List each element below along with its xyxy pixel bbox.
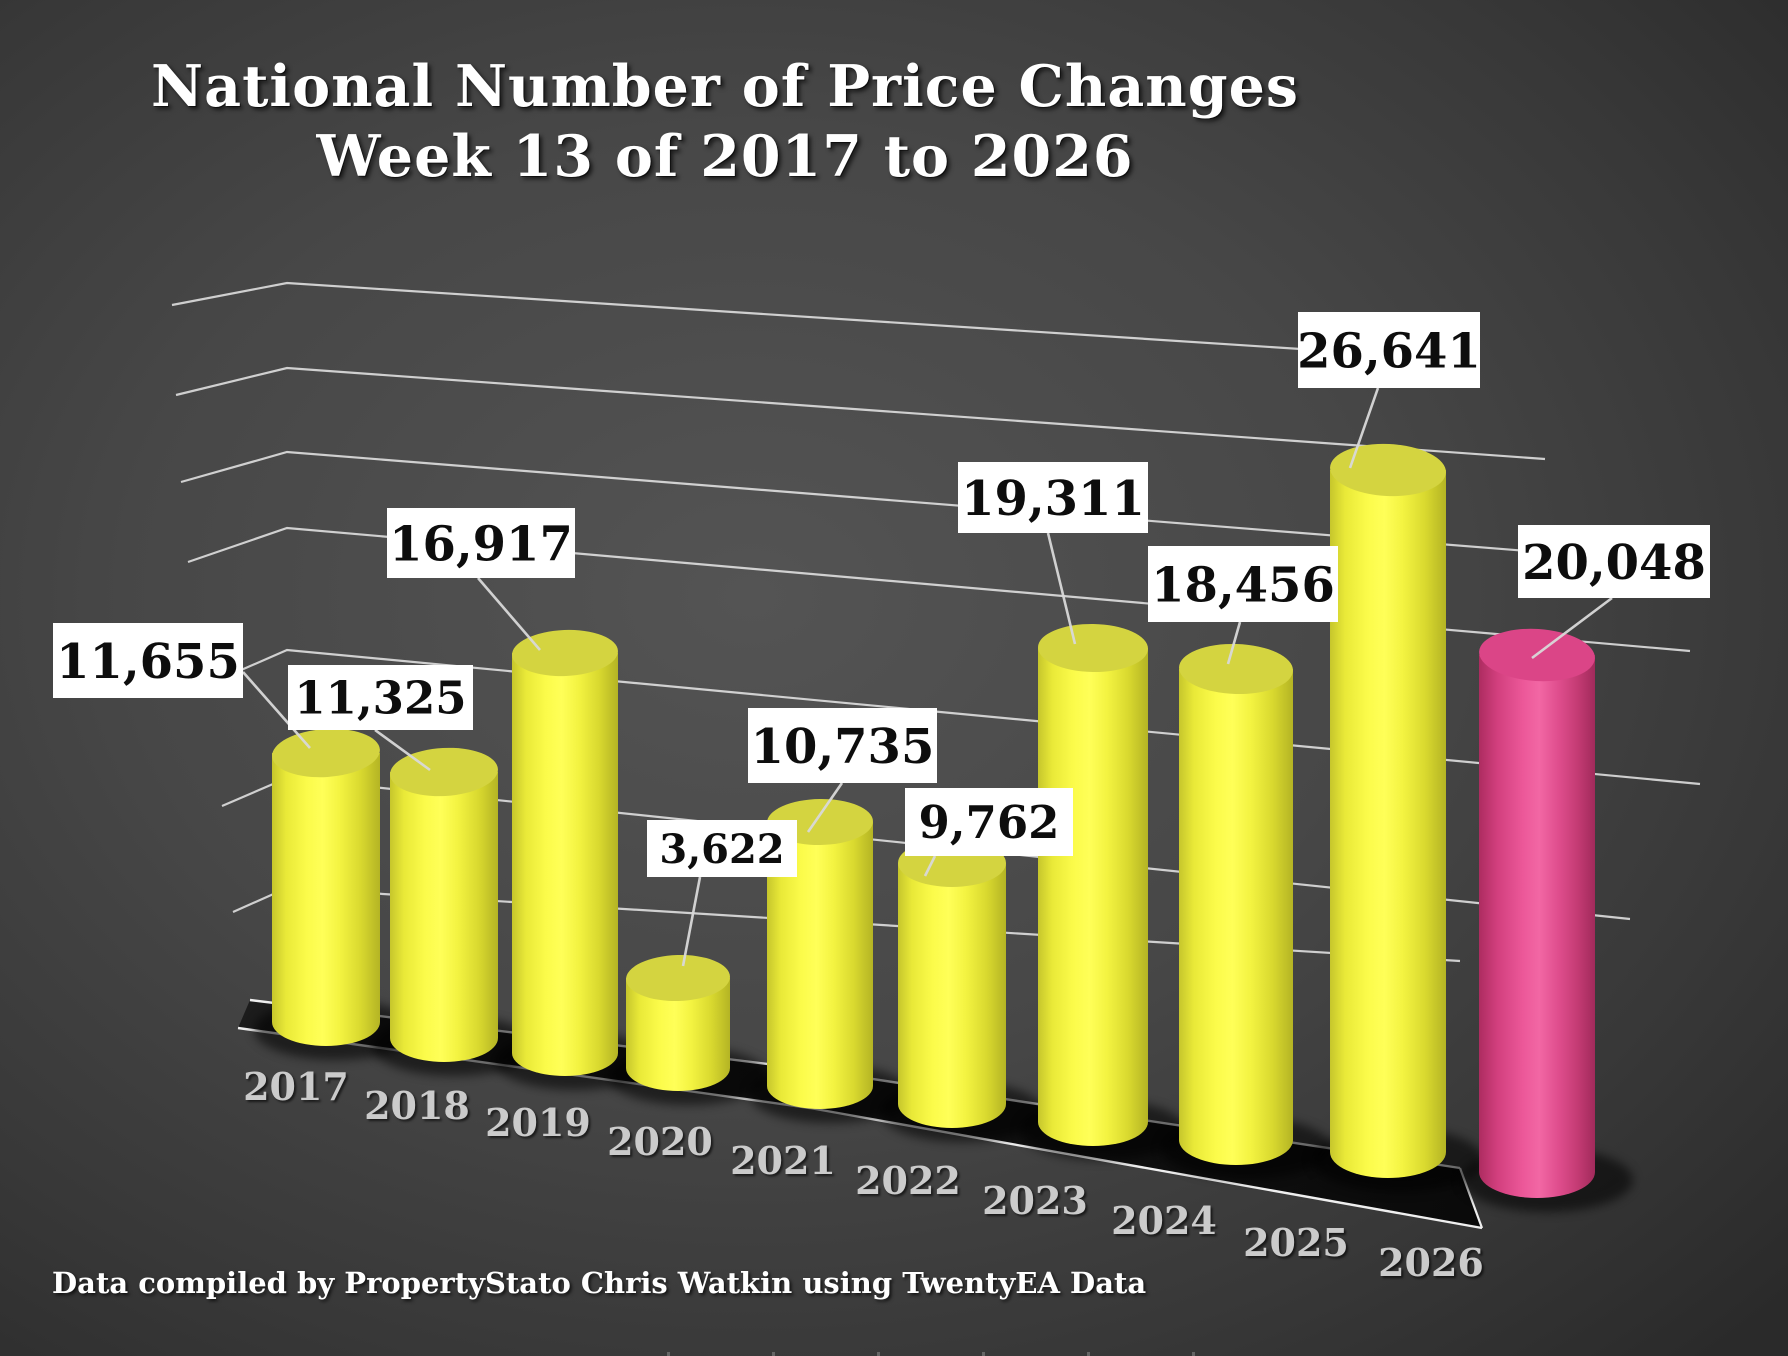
bar-top — [626, 954, 730, 1002]
year-label-2017: 2017 — [243, 1064, 349, 1109]
bar-top — [1179, 643, 1293, 695]
value-label-box — [958, 462, 1148, 533]
chart-title-line1: National Number of Price Changes — [151, 53, 1299, 120]
value-label-text: 11,655 — [56, 634, 240, 690]
year-label-2020: 2020 — [607, 1119, 713, 1164]
value-label-2019: 16,917 — [387, 508, 575, 578]
leader-lines — [242, 387, 1613, 967]
value-label-text: 3,622 — [659, 826, 784, 873]
value-label-2020: 3,622 — [647, 820, 797, 877]
value-label-2025: 26,641 — [1297, 312, 1481, 388]
bottom-tick — [772, 1352, 775, 1356]
gridline-1 — [175, 366, 1546, 461]
bar-2023 — [1038, 623, 1148, 1146]
bar-2024 — [1179, 643, 1293, 1165]
value-label-text: 26,641 — [1297, 323, 1481, 379]
leader-line-2026 — [1531, 596, 1613, 660]
bar-top — [1330, 443, 1446, 497]
bar-2022 — [898, 838, 1006, 1128]
bottom-tick — [667, 1352, 670, 1356]
bar-top — [272, 728, 380, 778]
value-label-2022: 9,762 — [905, 788, 1073, 856]
bottom-tick — [1087, 1352, 1090, 1356]
bar-body — [626, 978, 730, 1091]
chart-title: National Number of Price Changes Week 13… — [30, 52, 1420, 192]
value-labels: 11,655 11,325 16,917 3,622 10,735 9,762 19,311… — [53, 312, 1710, 877]
year-label-2019: 2019 — [485, 1100, 591, 1145]
leader-line-2019 — [477, 577, 541, 651]
value-label-box — [1518, 525, 1710, 598]
value-label-text: 10,735 — [751, 719, 935, 775]
bar-body — [767, 822, 873, 1109]
leader-line-2021 — [806, 782, 844, 833]
value-label-text: 11,325 — [294, 672, 466, 725]
value-label-box — [288, 665, 473, 730]
value-label-2026: 20,048 — [1518, 525, 1710, 598]
bar-2018 — [390, 747, 498, 1062]
bar-2017 — [272, 728, 380, 1046]
year-label-2023: 2023 — [982, 1178, 1088, 1223]
leader-line-2017 — [242, 671, 311, 749]
bar-2019 — [512, 629, 618, 1076]
value-label-box — [1298, 312, 1480, 388]
leader-line-2023 — [1046, 532, 1077, 645]
value-label-text: 18,456 — [1151, 557, 1335, 613]
bar-body — [272, 753, 380, 1046]
value-label-box — [387, 508, 575, 578]
bar-body — [1479, 655, 1595, 1198]
year-label-2024: 2024 — [1111, 1198, 1217, 1243]
year-labels: 2017 2018 2019 2020 2021 2022 2023 2024 2025 2026 — [243, 1064, 1484, 1285]
value-label-box — [53, 623, 243, 698]
source-note: Data compiled by PropertyStato Chris Wat… — [52, 1266, 1147, 1300]
bar-2026 — [1479, 628, 1595, 1198]
year-label-2026: 2026 — [1378, 1240, 1484, 1285]
value-label-box — [905, 788, 1073, 856]
value-label-2017: 11,655 — [53, 623, 243, 698]
bars — [272, 443, 1595, 1198]
bar-top — [1038, 623, 1148, 673]
value-label-text: 9,762 — [919, 796, 1060, 849]
year-label-2022: 2022 — [855, 1158, 961, 1203]
value-label-text: 20,048 — [1522, 535, 1706, 591]
bottom-tick — [1192, 1352, 1195, 1356]
year-label-2021: 2021 — [730, 1138, 836, 1183]
chart-title-line2: Week 13 of 2017 to 2026 — [316, 123, 1134, 190]
value-label-text: 16,917 — [389, 516, 573, 572]
value-label-text: 19,311 — [961, 471, 1145, 527]
value-label-2024: 18,456 — [1148, 546, 1338, 622]
value-label-2018: 11,325 — [288, 665, 473, 730]
year-label-2025: 2025 — [1243, 1220, 1349, 1265]
bar-2025 — [1330, 443, 1446, 1178]
bar-top — [512, 629, 618, 677]
value-label-2023: 19,311 — [958, 462, 1148, 533]
value-label-2021: 10,735 — [748, 708, 937, 783]
bottom-tick — [877, 1352, 880, 1356]
value-label-box — [1148, 546, 1338, 622]
bar-body — [1330, 470, 1446, 1178]
bar-body — [1179, 669, 1293, 1165]
leader-line-2024 — [1226, 621, 1242, 665]
bar-body — [898, 863, 1006, 1128]
bar-body — [512, 653, 618, 1076]
leader-line-2018 — [374, 728, 431, 772]
bar-body — [1038, 648, 1148, 1146]
gridline-2 — [180, 450, 1616, 560]
bottom-tick — [982, 1352, 985, 1356]
leader-line-2025 — [1348, 387, 1380, 469]
bar-body — [390, 772, 498, 1062]
bar-2020 — [626, 954, 730, 1091]
year-label-2018: 2018 — [364, 1083, 470, 1128]
value-label-box — [748, 708, 937, 783]
gridline-0 — [171, 281, 1471, 362]
bottom-edge-ticks — [667, 1352, 1195, 1356]
value-label-box — [647, 820, 797, 877]
leader-line-2022 — [923, 855, 937, 877]
leader-line-2020 — [681, 876, 702, 967]
